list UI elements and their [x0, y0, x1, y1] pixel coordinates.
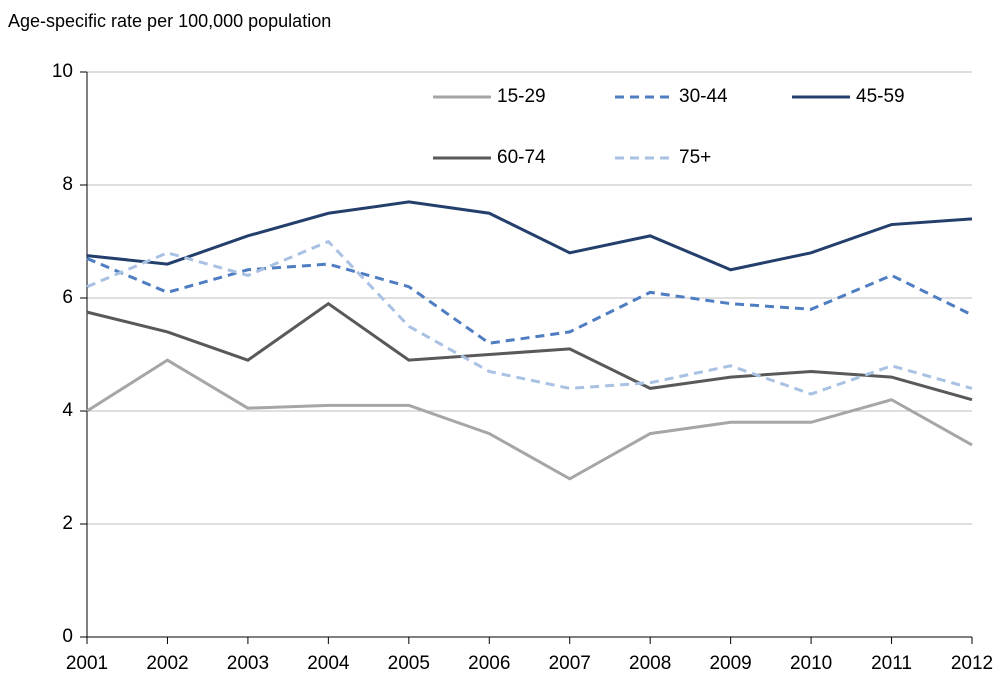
- legend-label: 15-29: [497, 86, 546, 107]
- legend-label: 45-59: [856, 86, 905, 107]
- y-tick-label: 6: [62, 287, 73, 308]
- x-tick-label: 2011: [871, 653, 912, 674]
- series-line: [86, 239, 973, 396]
- x-tick-label: 2003: [227, 653, 269, 674]
- y-tick-label: 4: [62, 400, 73, 421]
- x-tick-label: 2010: [790, 653, 832, 674]
- x-tick-label: 2002: [146, 653, 188, 674]
- x-tick-label: 2009: [709, 653, 751, 674]
- y-tick-label: 10: [52, 61, 73, 82]
- legend-label: 75+: [679, 147, 711, 168]
- y-tick-label: 0: [62, 626, 73, 647]
- chart-title: Age-specific rate per 100,000 population: [8, 11, 331, 31]
- x-tick-label: 2001: [66, 653, 108, 674]
- y-tick-label: 8: [62, 174, 73, 195]
- series-line: [86, 358, 973, 481]
- series-line: [86, 257, 973, 345]
- x-tick-label: 2006: [468, 653, 510, 674]
- x-tick-label: 2012: [951, 653, 993, 674]
- series-line: [86, 200, 973, 272]
- x-tick-label: 2004: [307, 653, 350, 674]
- legend-label: 60-74: [497, 147, 546, 168]
- series-line: [86, 301, 973, 402]
- x-tick-label: 2008: [629, 653, 671, 674]
- x-tick-label: 2005: [388, 653, 430, 674]
- legend-label: 30-44: [679, 86, 728, 107]
- y-tick-label: 2: [62, 513, 73, 534]
- x-tick-label: 2007: [549, 653, 591, 674]
